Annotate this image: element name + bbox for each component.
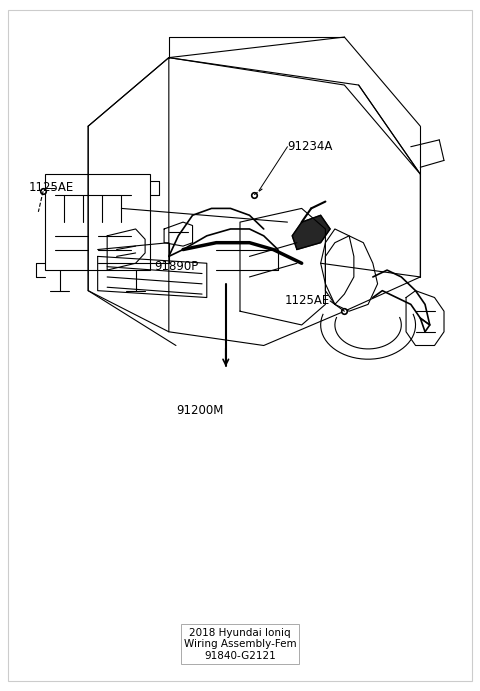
Text: 1125AE: 1125AE [285, 294, 330, 307]
Text: 91890P: 91890P [154, 260, 198, 273]
Text: 2018 Hyundai Ioniq
Wiring Assembly-Fem
91840-G2121: 2018 Hyundai Ioniq Wiring Assembly-Fem 9… [184, 627, 296, 661]
Polygon shape [292, 216, 330, 249]
Text: 91234A: 91234A [288, 140, 333, 153]
Text: 91200M: 91200M [176, 404, 223, 417]
Text: 1125AE: 1125AE [29, 181, 74, 194]
